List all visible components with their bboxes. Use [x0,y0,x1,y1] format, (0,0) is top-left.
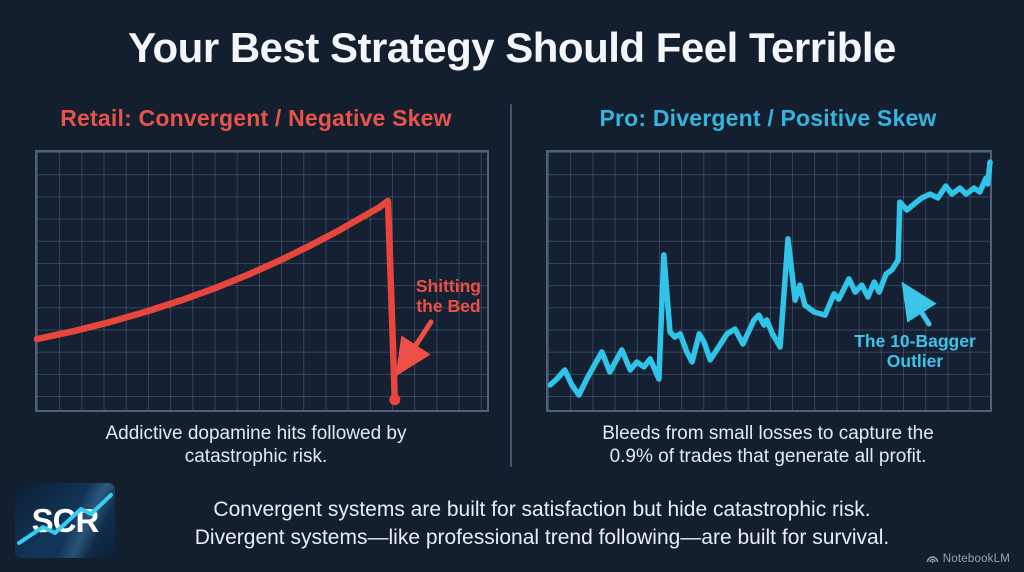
retail-end-dot [389,394,401,406]
watermark-label: NotebookLM [942,553,1010,565]
retail-caption: Addictive dopamine hits followed by cata… [20,422,492,468]
notebooklm-watermark: NotebookLM [926,553,1010,565]
pro-annotation-arrow [901,281,937,327]
notebooklm-icon [926,556,938,563]
scr-logo-text: SCR [31,501,100,539]
retail-annotation-line2: the Bed [416,296,481,317]
retail-caption-line2: catastrophic risk. [184,446,328,468]
pro-annotation-line1: The 10-Bagger [854,331,976,351]
pro-annotation: The 10-Bagger Outlier [840,331,990,372]
pro-chart-svg [547,159,993,398]
pro-caption-line2: 0.9% of trades that generate all profit. [609,446,927,468]
retail-panel-heading: Retail: Convergent / Negative Skew [60,105,452,131]
retail-series-line [33,197,399,403]
footer-line1: Convergent systems are built for satisfa… [213,498,871,521]
scr-logo: SCR [15,483,115,558]
retail-annotation-arrow [395,319,434,377]
retail-caption-line1: Addictive dopamine hits followed by [105,423,407,444]
panel-divider [510,104,512,467]
pro-caption-line1: Bleeds from small losses to capture the [602,423,934,444]
retail-chart-svg [33,197,434,406]
pro-panel-heading: Pro: Divergent / Positive Skew [599,105,937,131]
pro-caption: Bleeds from small losses to capture the … [532,422,1004,468]
retail-annotation: Shitting the Bed [416,276,481,317]
retail-chart: Shitting the Bed [33,150,489,412]
logo-trendline-icon [17,493,113,545]
pro-annotation-line2: Outlier [886,351,944,372]
pro-series-line [547,159,993,398]
footer-summary: Convergent systems are built for satisfa… [115,496,969,552]
logo-light-streak [15,483,115,558]
retail-annotation-line1: Shitting [415,276,481,296]
page-title: Your Best Strategy Should Feel Terrible [128,24,896,71]
pro-chart: The 10-Bagger Outlier [546,150,993,412]
footer-line2: Divergent systems—like professional tren… [194,525,890,549]
